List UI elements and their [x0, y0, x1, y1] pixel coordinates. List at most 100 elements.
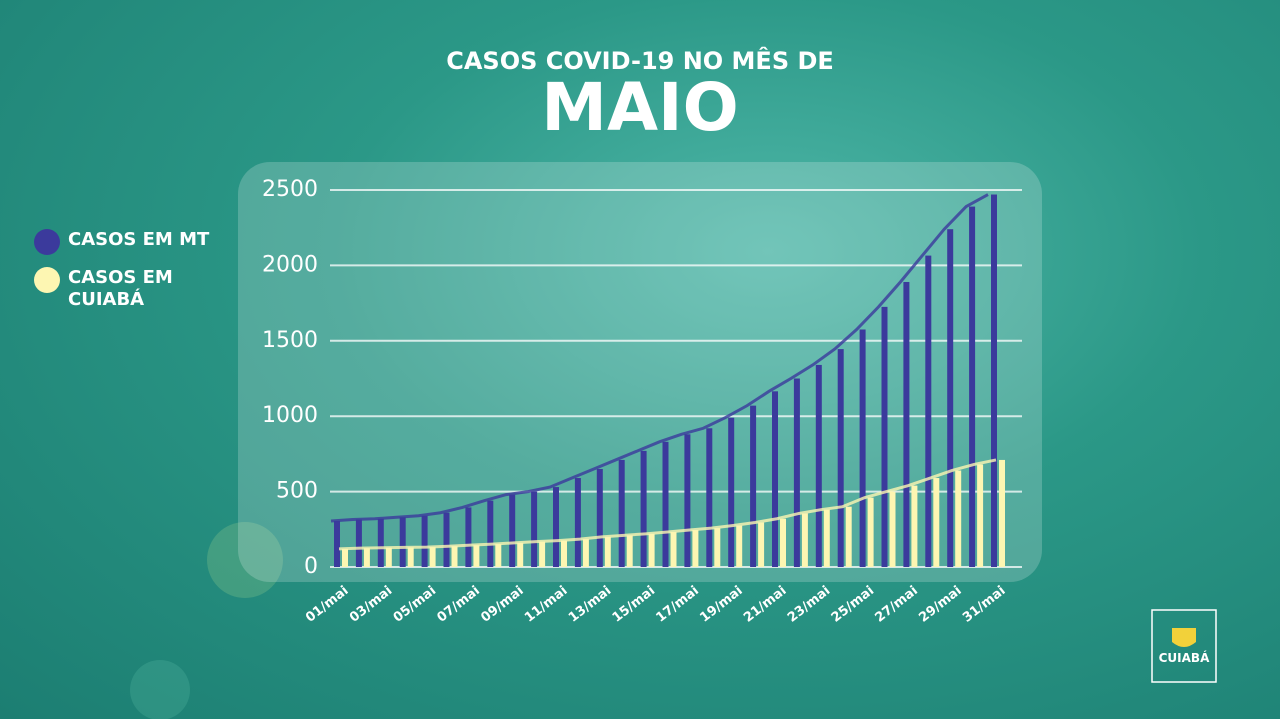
bar [736, 525, 743, 567]
bar [574, 478, 581, 567]
y-tick-label: 2500 [262, 177, 318, 202]
x-tick-label: 21/mai [741, 583, 789, 625]
x-tick-label: 07/mai [435, 583, 483, 625]
chart-subtitle: MAIO [541, 69, 738, 146]
bar [553, 487, 559, 567]
bar [385, 547, 392, 567]
bar [859, 329, 866, 567]
bar [604, 536, 611, 567]
bar [618, 459, 625, 567]
x-tick-label: 31/mai [960, 583, 1008, 625]
x-tick-label: 25/mai [829, 583, 877, 625]
bar [473, 545, 480, 567]
bar [728, 417, 735, 567]
bar [640, 450, 647, 567]
bar [815, 364, 822, 567]
legend-swatch [34, 229, 60, 255]
bar [495, 544, 502, 567]
logo-text: CUIABÁ [1159, 650, 1210, 665]
x-tick-label: 11/mai [522, 583, 570, 625]
bar [881, 306, 888, 567]
bar [991, 194, 997, 568]
bar [487, 500, 494, 567]
bar [933, 478, 940, 567]
y-tick-label: 500 [276, 479, 318, 504]
bar [561, 540, 567, 567]
bar [714, 528, 721, 567]
bar [596, 468, 603, 567]
bar [363, 548, 370, 567]
bar [648, 533, 655, 567]
logo-frame [1151, 609, 1217, 683]
x-tick-label: 17/mai [654, 583, 702, 625]
bar [517, 542, 524, 567]
bar [662, 441, 669, 567]
bar [925, 255, 932, 567]
x-tick-label: 03/mai [347, 583, 395, 625]
x-tick-label: 05/mai [391, 583, 439, 625]
x-tick-label: 29/mai [916, 583, 964, 625]
bar [706, 428, 713, 567]
bar [342, 548, 348, 567]
bar [443, 512, 450, 567]
bar [509, 494, 516, 567]
legend-label: CASOS EM MT [68, 229, 210, 250]
y-tick-label: 0 [304, 554, 318, 579]
legend-item: CASOS EM MT [34, 229, 218, 255]
bar [837, 349, 844, 567]
bar [999, 459, 1005, 567]
bar [421, 515, 428, 567]
bar [334, 521, 340, 567]
bar [465, 507, 472, 567]
bar [903, 281, 910, 567]
y-tick-label: 2000 [262, 252, 318, 277]
bar [692, 530, 699, 567]
bar [429, 547, 436, 567]
bar [399, 517, 406, 567]
bar [539, 541, 546, 567]
bar [670, 532, 677, 567]
bar [969, 206, 976, 567]
bar [758, 522, 765, 567]
logo-crest [1172, 628, 1196, 647]
x-tick-label: 09/mai [478, 583, 526, 625]
bar [750, 405, 757, 567]
virus-decoration [130, 660, 190, 719]
bar [451, 546, 458, 567]
bar [823, 509, 830, 567]
bar [531, 491, 538, 567]
x-tick-label: 13/mai [566, 583, 614, 625]
bar [780, 518, 786, 567]
bar [947, 229, 954, 567]
bar [582, 539, 589, 567]
legend-item: CASOS EM CUIABÁ [34, 267, 193, 311]
y-tick-label: 1500 [262, 328, 318, 353]
bar [626, 535, 633, 567]
trend-line [338, 458, 997, 551]
y-tick-label: 1000 [262, 403, 318, 428]
virus-decoration [207, 522, 283, 598]
legend-label: CASOS EM CUIABÁ [68, 267, 173, 310]
x-tick-label: 01/mai [303, 583, 351, 625]
x-tick-label: 15/mai [610, 583, 658, 625]
trend-line [330, 193, 989, 523]
bar [684, 434, 691, 567]
bar [911, 485, 918, 567]
bar [377, 518, 384, 567]
bar [889, 491, 896, 567]
x-tick-label: 23/mai [785, 583, 833, 625]
bar [793, 378, 800, 567]
x-tick-label: 27/mai [873, 583, 921, 625]
bar [845, 506, 852, 567]
bar [955, 470, 962, 567]
bar [867, 497, 874, 567]
x-tick-label: 19/mai [697, 583, 745, 625]
chart-title: CASOS COVID-19 NO MÊS DE [446, 46, 834, 75]
bar [407, 547, 414, 567]
bar [772, 391, 778, 567]
bar [801, 513, 808, 567]
bar [977, 464, 984, 567]
bar [355, 519, 362, 567]
